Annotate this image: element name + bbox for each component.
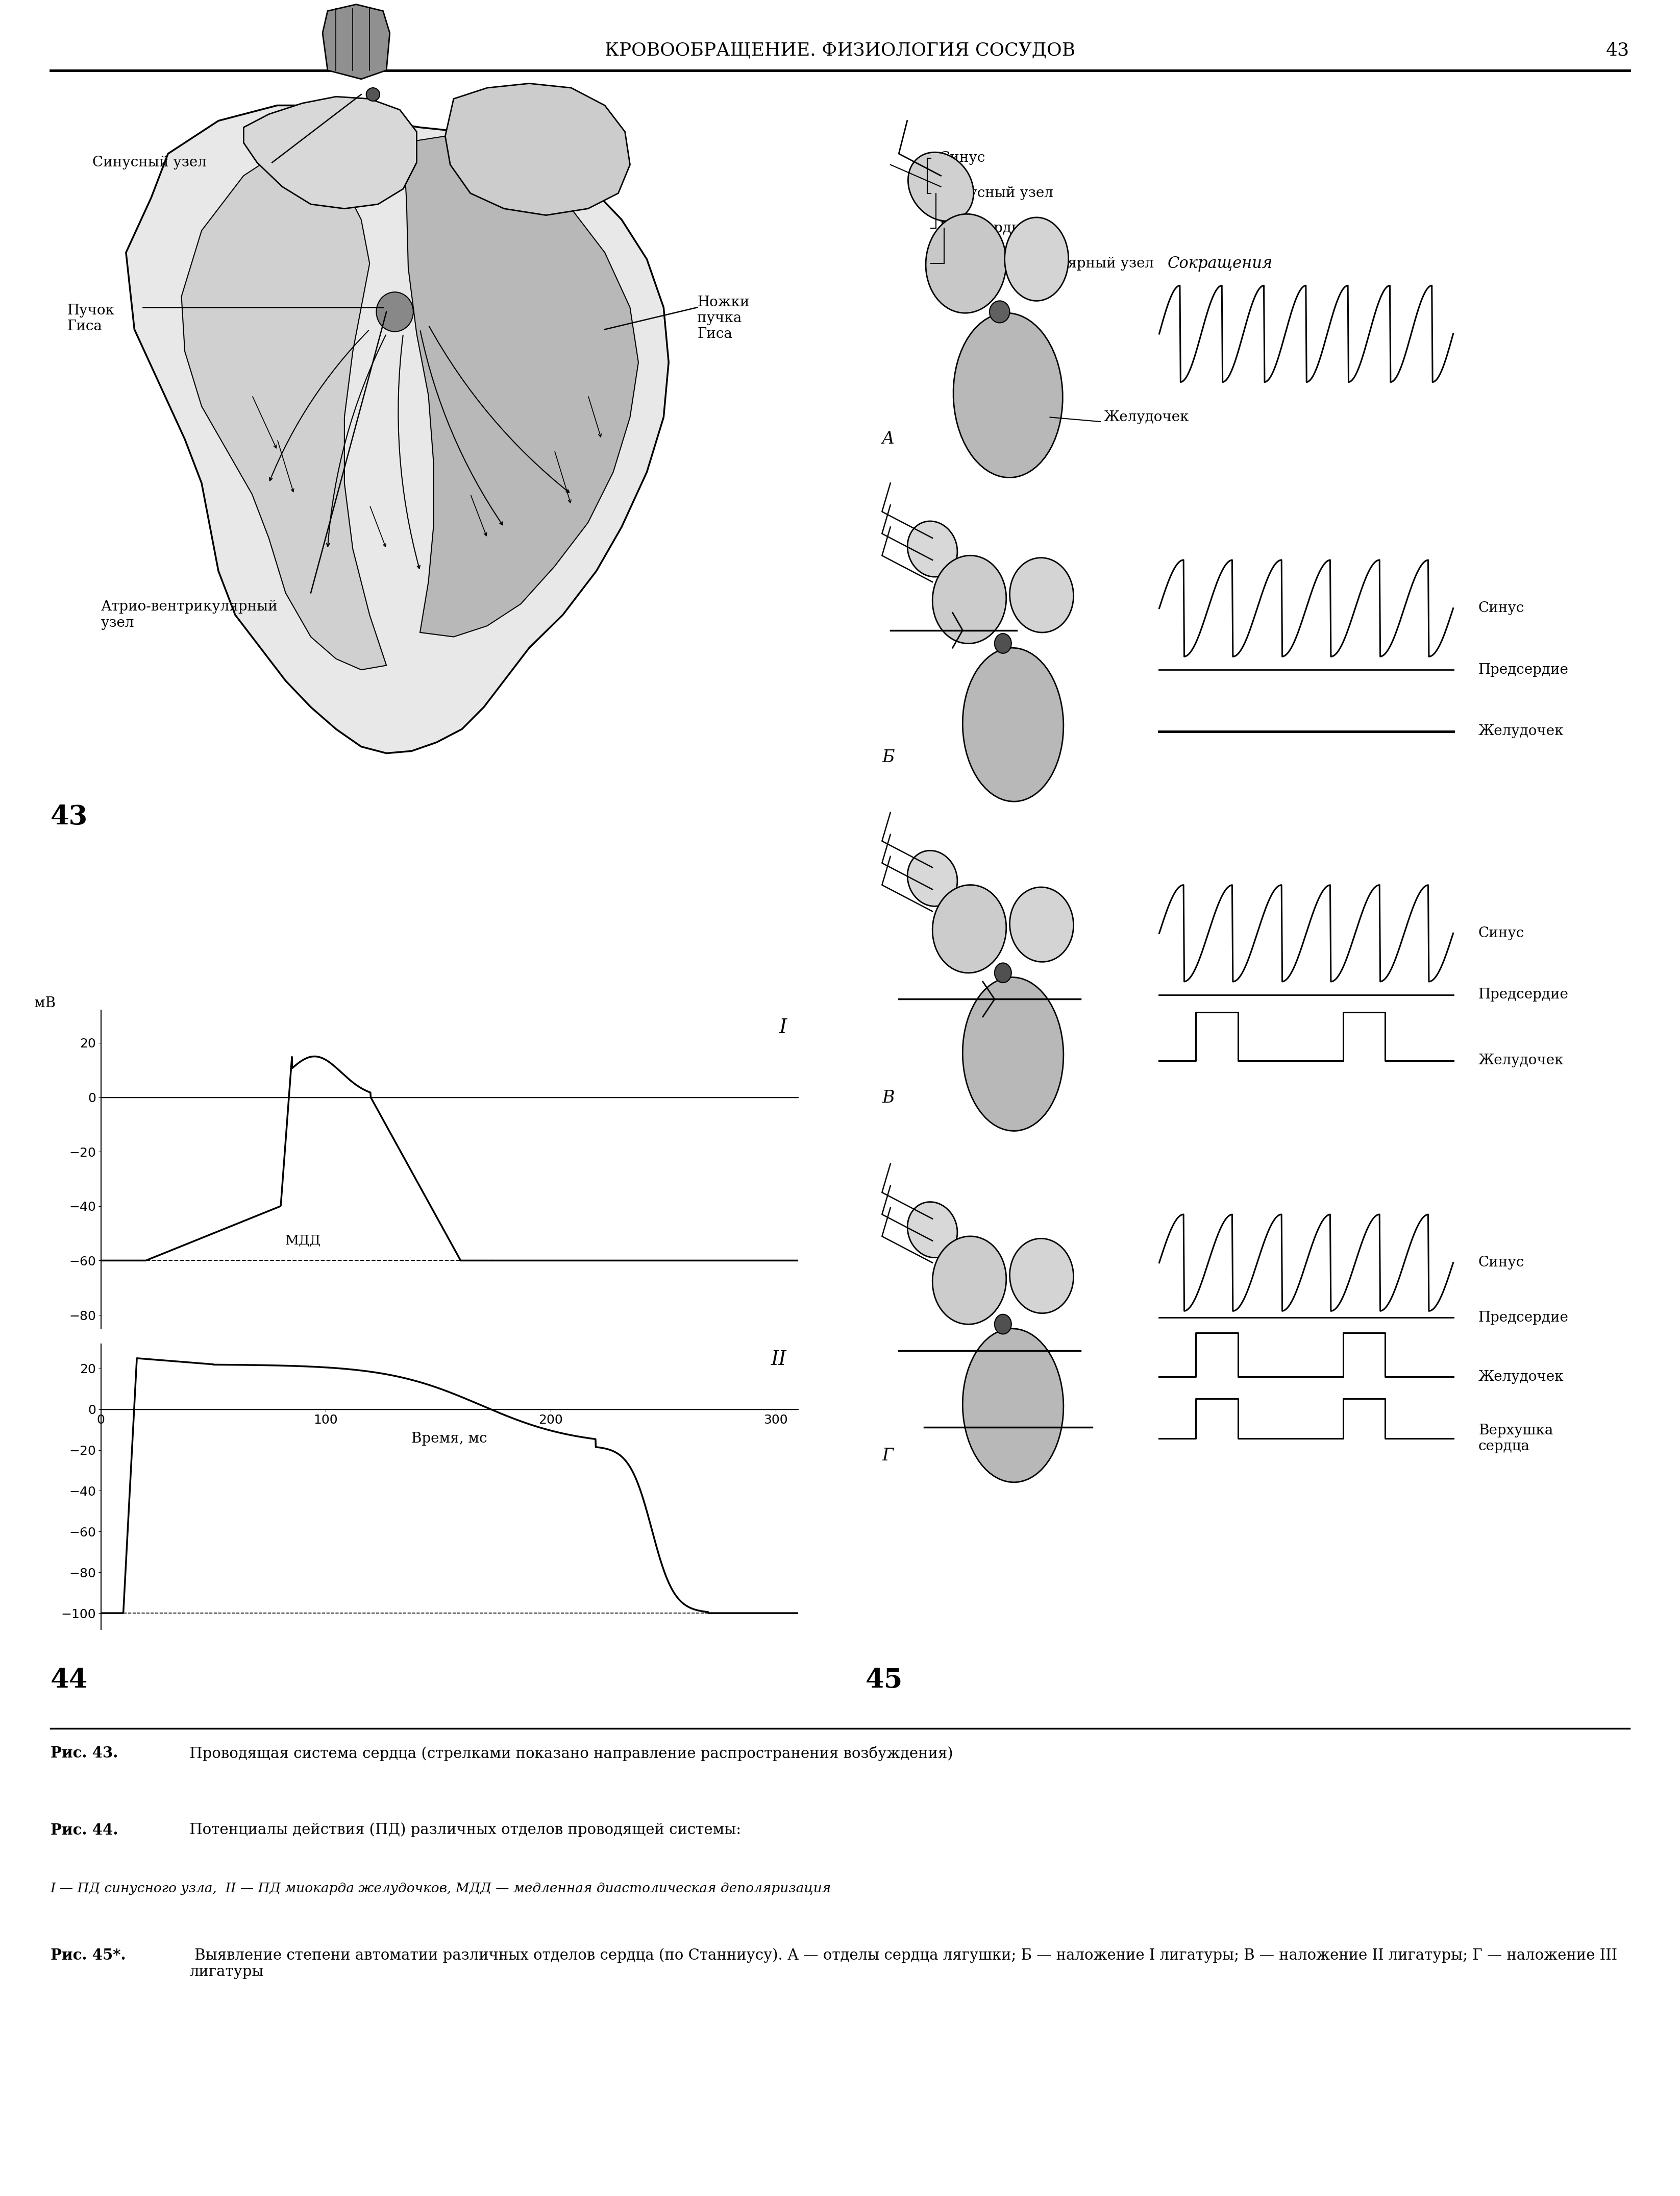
Text: Желудочек: Желудочек bbox=[1104, 411, 1189, 424]
Ellipse shape bbox=[963, 648, 1063, 802]
Text: КРОВООБРАЩЕНИЕ. ФИЗИОЛОГИЯ СОСУДОВ: КРОВООБРАЩЕНИЕ. ФИЗИОЛОГИЯ СОСУДОВ bbox=[605, 42, 1075, 59]
Text: Проводящая система сердца (стрелками показано направление распространения возбуж: Проводящая система сердца (стрелками пок… bbox=[185, 1746, 953, 1761]
Text: Предсердие: Предсердие bbox=[1478, 988, 1569, 1001]
X-axis label: Время, мс: Время, мс bbox=[412, 1432, 487, 1445]
Ellipse shape bbox=[990, 301, 1010, 323]
Text: Синус: Синус bbox=[1478, 927, 1524, 940]
Text: Синусный узел: Синусный узел bbox=[92, 156, 207, 169]
Ellipse shape bbox=[926, 213, 1006, 314]
Text: Рис. 45*.: Рис. 45*. bbox=[50, 1948, 126, 1963]
Text: Г: Г bbox=[882, 1447, 894, 1465]
Text: Рис. 43.: Рис. 43. bbox=[50, 1746, 118, 1761]
Text: Синус: Синус bbox=[939, 152, 984, 165]
Ellipse shape bbox=[995, 635, 1011, 654]
Text: В: В bbox=[882, 1089, 894, 1107]
Text: Желудочек: Желудочек bbox=[1478, 1054, 1564, 1067]
Text: 43: 43 bbox=[50, 804, 87, 830]
Ellipse shape bbox=[963, 977, 1063, 1131]
Ellipse shape bbox=[376, 292, 413, 332]
Text: Потенциалы действия (ПД) различных отделов проводящей системы:: Потенциалы действия (ПД) различных отдел… bbox=[185, 1823, 741, 1838]
Polygon shape bbox=[126, 105, 669, 753]
Ellipse shape bbox=[995, 962, 1011, 982]
Ellipse shape bbox=[932, 1236, 1006, 1324]
Ellipse shape bbox=[1010, 887, 1074, 962]
Text: Предсердие: Предсердие bbox=[1478, 1311, 1569, 1324]
Ellipse shape bbox=[932, 885, 1006, 973]
Y-axis label: мВ: мВ bbox=[34, 997, 55, 1010]
Ellipse shape bbox=[953, 314, 1063, 477]
Text: II: II bbox=[771, 1351, 786, 1368]
Text: Ножки
пучка
Гиса: Ножки пучка Гиса bbox=[697, 296, 749, 340]
Text: Б: Б bbox=[882, 749, 894, 766]
Polygon shape bbox=[403, 136, 638, 637]
Ellipse shape bbox=[1010, 1239, 1074, 1313]
Polygon shape bbox=[181, 154, 386, 670]
Text: Предсердие: Предсердие bbox=[939, 222, 1030, 235]
Text: Пучок
Гиса: Пучок Гиса bbox=[67, 303, 114, 334]
Text: I — ПД синусного узла,  II — ПД миокарда желудочков, МДД — медленная диастоличес: I — ПД синусного узла, II — ПД миокарда … bbox=[50, 1882, 832, 1895]
Text: А: А bbox=[882, 430, 895, 448]
Text: Атрио-вентрикулярный узел: Атрио-вентрикулярный узел bbox=[939, 257, 1154, 270]
Ellipse shape bbox=[963, 1329, 1063, 1482]
Ellipse shape bbox=[366, 88, 380, 101]
Text: Атрио-вентрикулярный
узел: Атрио-вентрикулярный узел bbox=[101, 600, 277, 630]
Text: Сокращения: Сокращения bbox=[1168, 255, 1273, 272]
Polygon shape bbox=[244, 97, 417, 209]
Ellipse shape bbox=[907, 520, 958, 578]
Text: I: I bbox=[780, 1019, 786, 1037]
Text: МДД: МДД bbox=[286, 1234, 321, 1247]
Text: 45: 45 bbox=[865, 1667, 902, 1693]
Text: Синусный узел: Синусный узел bbox=[939, 187, 1053, 200]
Ellipse shape bbox=[932, 556, 1006, 643]
Text: Предсердие: Предсердие bbox=[1478, 663, 1569, 676]
Text: Желудочек: Желудочек bbox=[1478, 725, 1564, 738]
Text: Желудочек: Желудочек bbox=[1478, 1370, 1564, 1383]
Ellipse shape bbox=[995, 1313, 1011, 1333]
Ellipse shape bbox=[1010, 558, 1074, 632]
Text: Синус: Синус bbox=[1478, 602, 1524, 615]
Text: 44: 44 bbox=[50, 1667, 87, 1693]
Text: Выявление степени автоматии различных отделов сердца (по Станниусу). А — отделы : Выявление степени автоматии различных от… bbox=[190, 1948, 1618, 1979]
Polygon shape bbox=[445, 83, 630, 215]
Ellipse shape bbox=[907, 1201, 958, 1258]
Polygon shape bbox=[323, 4, 390, 79]
Ellipse shape bbox=[909, 152, 973, 222]
Ellipse shape bbox=[907, 850, 958, 907]
Text: Рис. 44.: Рис. 44. bbox=[50, 1823, 118, 1838]
Text: Синус: Синус bbox=[1478, 1256, 1524, 1269]
Text: 43: 43 bbox=[1606, 42, 1630, 59]
Text: Верхушка
сердца: Верхушка сердца bbox=[1478, 1423, 1552, 1454]
Ellipse shape bbox=[1005, 217, 1068, 301]
